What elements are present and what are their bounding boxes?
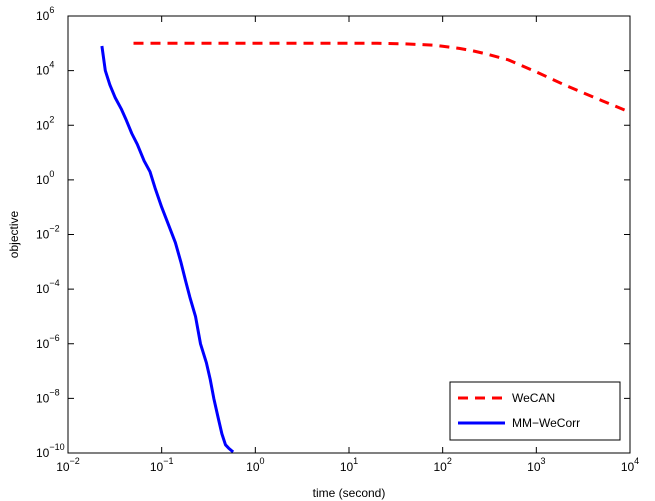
y-tick-label: 106 [36, 5, 54, 23]
y-tick-label: 10−2 [36, 224, 60, 242]
x-tick-label-base: 10 [621, 460, 635, 474]
x-tick-label: 101 [340, 456, 358, 474]
x-axis-label: time (second) [313, 486, 386, 500]
x-tick-label-exponent: 3 [541, 456, 546, 466]
x-tick-label-base: 10 [340, 460, 354, 474]
legend-box [449, 381, 621, 441]
y-tick-label: 10−8 [36, 387, 60, 405]
x-tick-label-base: 10 [150, 460, 164, 474]
y-tick-label-base: 10 [36, 118, 50, 132]
y-tick-label-exponent: −10 [49, 442, 64, 452]
x-tick-label: 100 [246, 456, 264, 474]
y-tick-label: 100 [36, 169, 54, 187]
x-tick-label-base: 10 [433, 460, 447, 474]
x-tick-label-base: 10 [56, 460, 70, 474]
series-line-1 [100, 45, 235, 454]
x-tick-label: 10−2 [56, 456, 80, 474]
x-tick-label-base: 10 [246, 460, 260, 474]
legend: WeCAN MM−WeCorr [449, 381, 621, 441]
y-tick-label-base: 10 [36, 446, 50, 460]
y-axis-label: objective [7, 211, 21, 259]
y-tick-label-base: 10 [36, 64, 50, 78]
x-tick-label-exponent: −1 [163, 456, 173, 466]
x-tick-label: 10−1 [150, 456, 174, 474]
y-tick-label-base: 10 [36, 228, 50, 242]
legend-label-mm-wecorr: MM−WeCorr [512, 416, 580, 430]
legend-label-wecan: WeCAN [512, 391, 555, 405]
y-tick-label: 10−10 [36, 442, 65, 460]
y-tick-label-base: 10 [36, 9, 50, 23]
y-tick-label-base: 10 [36, 337, 50, 351]
y-tick-label-exponent: −8 [49, 387, 59, 397]
y-tick-label-exponent: −6 [49, 333, 59, 343]
y-tick-label-exponent: 6 [49, 5, 54, 15]
y-tick-label-exponent: −2 [49, 224, 59, 234]
x-axis-ticks: 10−2 10−1 100 101 102 103 104 [56, 16, 639, 474]
y-tick-label-exponent: 4 [49, 60, 54, 70]
x-tick-label-exponent: 2 [447, 456, 452, 466]
x-tick-label-base: 10 [527, 460, 541, 474]
y-tick-label-exponent: −4 [49, 278, 59, 288]
series-line-0 [133, 41, 631, 114]
y-tick-label-exponent: 0 [49, 169, 54, 179]
y-tick-label-base: 10 [36, 173, 50, 187]
x-tick-label: 104 [621, 456, 639, 474]
y-tick-label-base: 10 [36, 282, 50, 296]
y-tick-label: 10−4 [36, 278, 60, 296]
y-tick-label: 10−6 [36, 333, 60, 351]
y-tick-label: 104 [36, 60, 54, 78]
x-tick-label-exponent: 1 [353, 456, 358, 466]
plot-lines [100, 41, 631, 454]
x-tick-label-exponent: 0 [260, 456, 265, 466]
x-tick-label: 103 [527, 456, 545, 474]
x-tick-label-exponent: 4 [634, 456, 639, 466]
x-tick-label-exponent: −2 [70, 456, 80, 466]
y-tick-label-exponent: 2 [49, 114, 54, 124]
y-tick-label-base: 10 [36, 391, 50, 405]
y-tick-label: 102 [36, 114, 54, 132]
x-tick-label: 102 [433, 456, 451, 474]
